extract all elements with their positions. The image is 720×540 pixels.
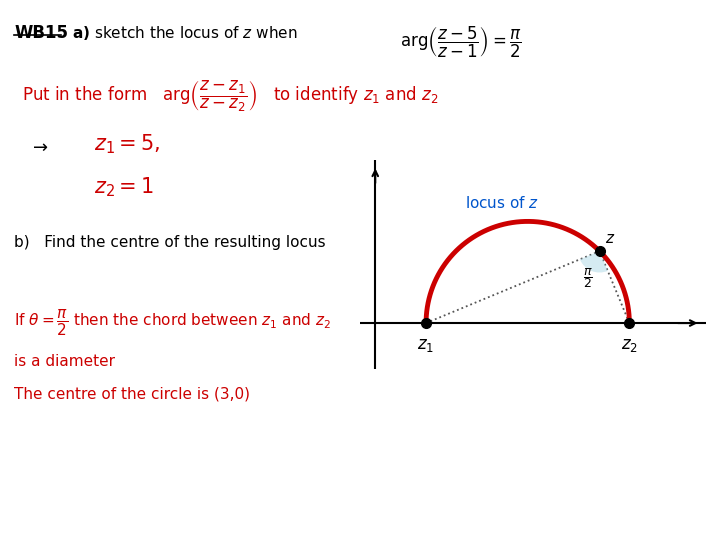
Text: $z_2 = 1$: $z_2 = 1$ bbox=[94, 176, 153, 199]
Text: $\mathbf{a)}$ sketch the locus of $z$ when: $\mathbf{a)}$ sketch the locus of $z$ wh… bbox=[72, 24, 298, 42]
Text: locus of $z$: locus of $z$ bbox=[465, 195, 539, 211]
Text: $z$: $z$ bbox=[605, 231, 615, 246]
Wedge shape bbox=[580, 251, 608, 273]
Text: is a diameter: is a diameter bbox=[14, 354, 115, 369]
Text: $z_2$: $z_2$ bbox=[621, 336, 638, 354]
Text: WB15: WB15 bbox=[14, 24, 68, 42]
Text: Put in the form   $\arg\!\left(\dfrac{z-z_1}{z-z_2}\right)$   to identify $z_1$ : Put in the form $\arg\!\left(\dfrac{z-z_… bbox=[22, 78, 438, 113]
Text: $\arg\!\left(\dfrac{z-5}{z-1}\right) = \dfrac{\pi}{2}$: $\arg\!\left(\dfrac{z-5}{z-1}\right) = \… bbox=[400, 24, 521, 59]
Text: $\rightarrow$: $\rightarrow$ bbox=[29, 138, 48, 156]
Text: b)   Find the centre of the resulting locus: b) Find the centre of the resulting locu… bbox=[14, 235, 326, 250]
Text: $\dfrac{\pi}{2}$: $\dfrac{\pi}{2}$ bbox=[583, 266, 593, 291]
Text: $z_1$: $z_1$ bbox=[418, 336, 435, 354]
Text: $z_1 = 5,$: $z_1 = 5,$ bbox=[94, 132, 160, 156]
Text: The centre of the circle is (3,0): The centre of the circle is (3,0) bbox=[14, 386, 251, 401]
Text: If $\theta = \dfrac{\pi}{2}$ then the chord between $z_1$ and $z_2$: If $\theta = \dfrac{\pi}{2}$ then the ch… bbox=[14, 308, 331, 338]
